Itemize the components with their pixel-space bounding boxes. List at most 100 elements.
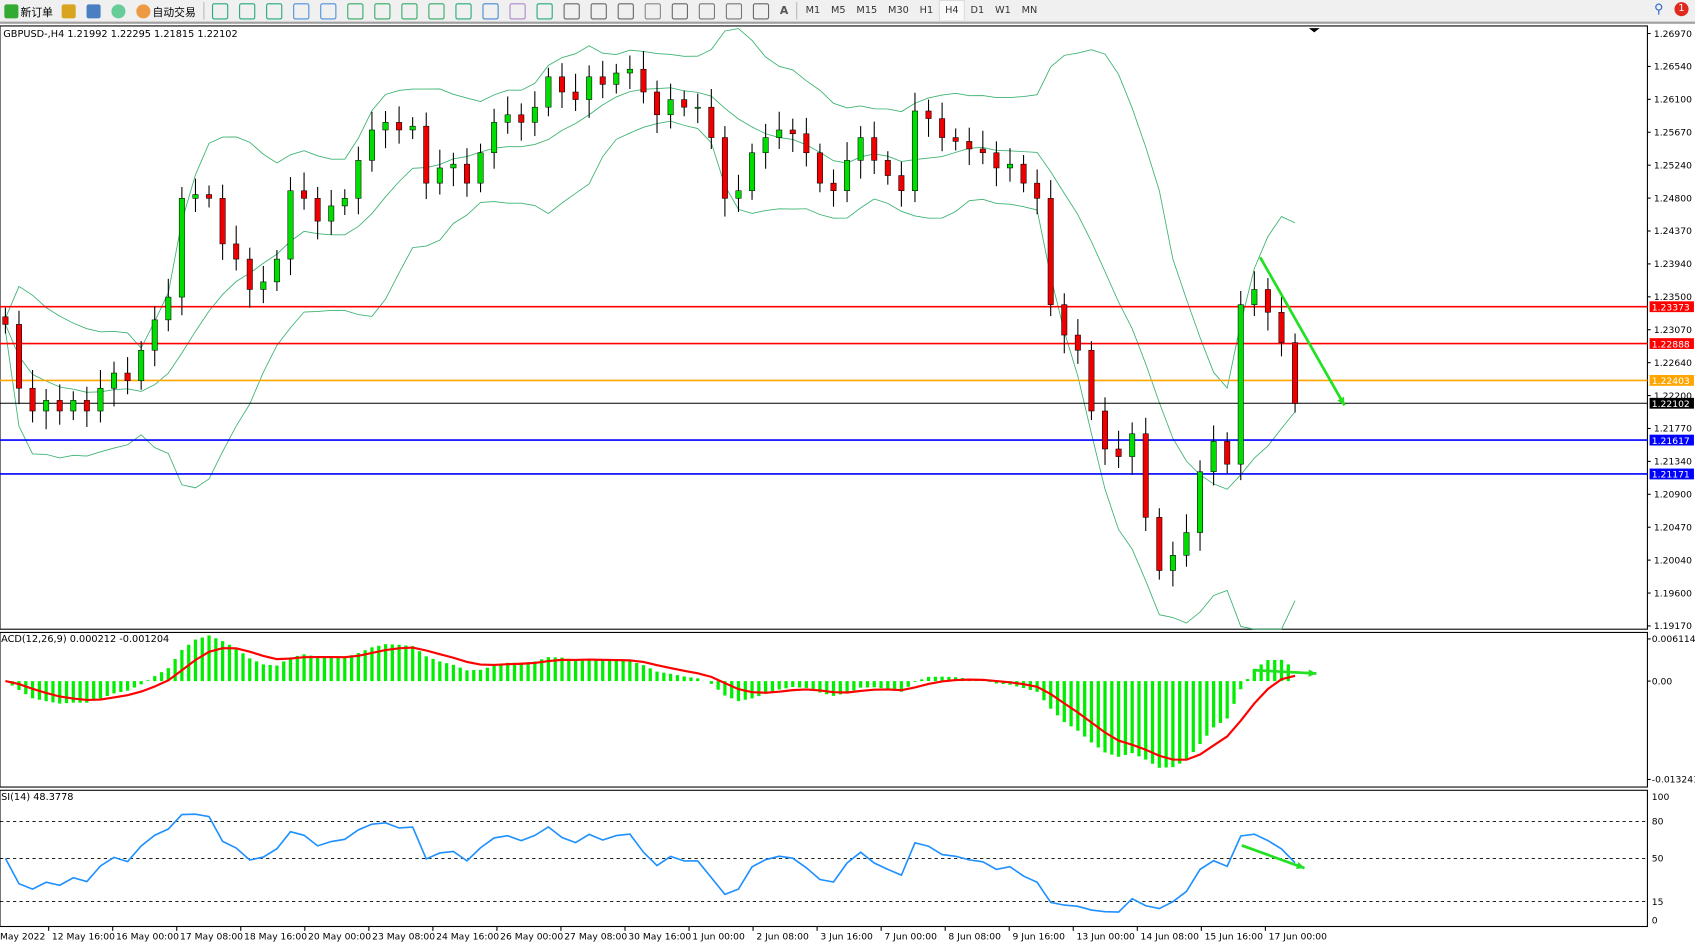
candle-body [559,76,565,93]
macd-histogram-bar [838,681,842,695]
fibonacci-button[interactable] [640,1,667,20]
candle-body [721,137,728,199]
candle-body [1183,532,1190,556]
zoom-out-icon [320,2,337,19]
macd-histogram-bar [682,676,686,682]
tile-windows-button[interactable] [343,1,370,20]
macd-histogram-bar [295,655,299,682]
macd-histogram-bar [92,681,96,701]
bar-chart-button[interactable] [208,1,235,20]
candlestick-button[interactable] [235,1,262,20]
macd-histogram-bar [234,648,238,682]
data-window-button[interactable] [82,1,107,20]
vertical-line-button[interactable] [559,1,586,20]
candle-body [830,182,837,192]
horizontal-line-button[interactable] [586,1,613,20]
arrows-button[interactable] [749,1,776,20]
price-level-label: 1.22102 [1652,399,1690,410]
macd-histogram-bar [411,646,415,682]
price-tick-label: 1.20470 [1654,522,1692,533]
timeframe-m30[interactable]: M30 [888,5,909,17]
macd-histogram-bar [1150,681,1155,764]
text-button[interactable] [694,1,721,20]
trendline-button[interactable] [613,1,640,20]
candle-body [301,190,308,199]
periods-icon [455,2,472,19]
text-label-button[interactable] [721,1,748,20]
time-axis-label: 17 Jun 00:00 [1269,931,1328,942]
macd-histogram-bar [1062,681,1066,723]
macd-histogram-bar [431,658,435,682]
candle-body [531,106,538,123]
macd-histogram-bar [696,678,700,682]
search-icon[interactable]: ⚲ [1654,1,1664,17]
autoscroll-button[interactable] [397,1,424,20]
macd-arrow-head [1308,669,1317,677]
rsi-arrow-head [1295,861,1305,870]
templates-button[interactable] [478,1,505,20]
notification-badge[interactable]: 1 [1674,1,1689,16]
new-order-button[interactable]: 新订单 [0,1,57,20]
macd-histogram-bar [519,662,523,682]
symbol-info: GBPUSD-,H4 1.21992 1.22295 1.21815 1.221… [3,29,238,41]
macd-histogram-bar [1252,668,1256,682]
text-tool-button[interactable]: A [779,4,789,17]
macd-histogram-bar [1239,681,1243,690]
macd-histogram-bar [1137,681,1141,757]
fibo-levels-button[interactable] [667,1,694,20]
macd-histogram-bar [125,681,130,691]
macd-histogram-bar [994,681,999,684]
macd-histogram-bar [804,681,808,688]
macd-signal-line [5,646,1296,761]
chart-shift-button[interactable] [370,1,397,20]
candle-body [1224,441,1231,465]
macd-histogram-bar [1164,681,1168,768]
navigator-button[interactable] [57,1,82,20]
timeframe-h4[interactable]: H4 [938,0,966,22]
line-chart-button[interactable] [262,1,289,20]
timeframe-h1[interactable]: H1 [919,5,934,17]
chart-area[interactable]: 1.23373 1.22888 1.22403 1.22102 1.21617 1.211… [0,22,1695,946]
candle-body [409,125,416,131]
candle-body [1197,471,1204,533]
zoom-in-button[interactable] [289,1,316,20]
macd-histogram-bar [241,653,245,682]
time-axis-label: 1 Jun 00:00 [692,931,745,942]
candle-body [43,400,50,412]
timeframe-m15[interactable]: M15 [856,5,878,17]
macd-histogram-bar [540,659,544,682]
macd-histogram-bar [248,658,252,682]
timeframe-mn[interactable]: MN [1021,5,1038,17]
macd-histogram-bar [105,681,109,697]
timeframe-d1[interactable]: D1 [970,5,985,17]
cursor-button[interactable] [505,1,532,20]
bar-chart-icon [212,2,229,19]
candle-body [626,68,633,74]
timeframe-m5[interactable]: M5 [831,5,846,17]
macd-histogram-bar [98,681,103,699]
timeframe-m1[interactable]: M1 [805,5,821,17]
timeframe-w1[interactable]: W1 [994,5,1011,17]
macd-histogram-bar [641,665,646,682]
macd-histogram-bar [689,677,693,682]
macd-histogram-bar [261,664,265,682]
candle-body [1020,163,1027,184]
candle-body [966,141,973,150]
signal-button[interactable] [107,1,132,20]
macd-histogram-bar [757,681,761,697]
macd-histogram-bar [51,681,55,703]
price-level-tag [1649,434,1694,446]
zoom-out-button[interactable] [316,1,343,20]
macd-histogram-bar [397,644,401,682]
crosshair-button[interactable] [532,1,559,20]
auto-trading-button[interactable]: 自动交易 [132,1,200,20]
indicators-button[interactable] [424,1,451,20]
price-tick-label: 1.26100 [1654,95,1692,106]
candle-body [1237,304,1244,465]
candle-body [1088,349,1095,412]
periods-button[interactable] [451,1,478,20]
macd-histogram-bar [709,681,713,684]
macd-histogram-bar [580,659,585,682]
macd-histogram-bar [254,661,259,682]
